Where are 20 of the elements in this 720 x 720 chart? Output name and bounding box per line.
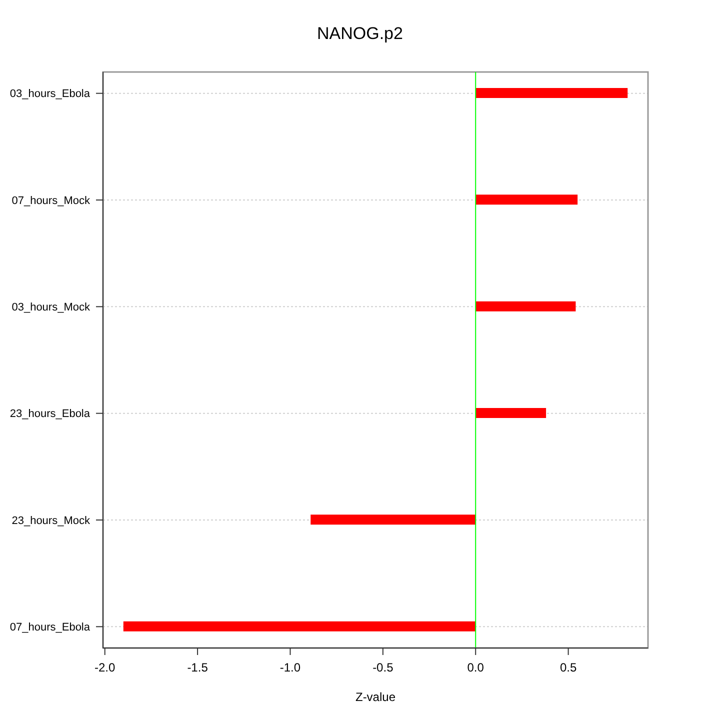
bar [476,408,546,418]
y-tick-label: 03_hours_Ebola [10,88,91,100]
bar [476,88,628,98]
x-tick-label: -2.0 [94,660,116,675]
y-tick-label: 03_hours_Mock [12,302,90,314]
y-tick-label: 07_hours_Mock [12,194,90,207]
x-tick-label: -1.5 [187,660,208,675]
bar [476,301,576,312]
y-tick-label: 23_hours_Mock [12,514,90,527]
chart-title: NANOG.p2 [316,24,404,44]
x-axis-title: Z-value [354,690,396,704]
x-tick-label: -1.0 [280,660,301,675]
bar [310,514,476,525]
x-tick-label: 0.0 [467,660,484,675]
y-tick-label: 23_hours_Ebola [10,408,91,420]
x-tick-label: -0.5 [372,660,394,675]
x-tick-label: 0.5 [560,660,577,675]
bar [123,621,476,632]
bar [476,194,578,205]
y-tick-label: 07_hours_Ebola [10,622,91,634]
